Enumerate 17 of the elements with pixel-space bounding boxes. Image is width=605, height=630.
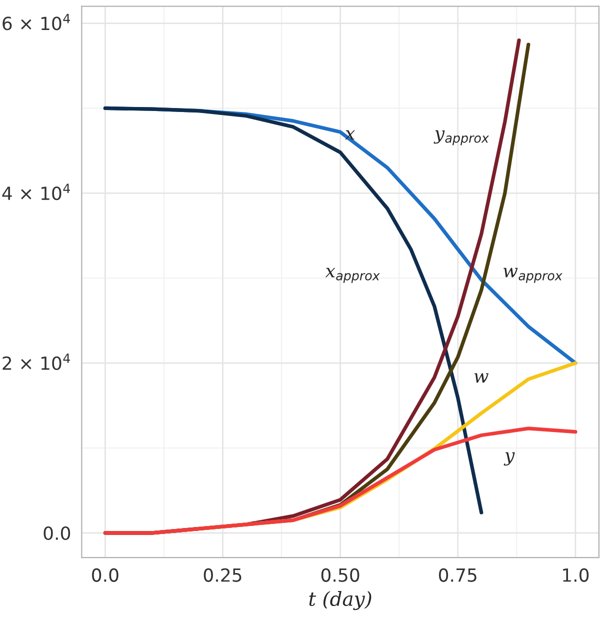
series-label: x$_{approx}$ [325,268,380,283]
y-tick-label: 2 × 10$^{4}$ [2,354,70,370]
y-tick-label: 4 × 10$^{4}$ [2,184,70,200]
series-label: y$_{approx}$ [434,130,490,146]
line-series [103,426,578,535]
x-tick-label: 0.25 [204,568,242,582]
x-tick-label: 0.0 [92,568,118,582]
x-tick-label: 0.50 [321,568,360,582]
series-label: y [504,452,515,466]
series-label: w$_{approx}$ [504,268,562,283]
y-tick-label: 6 × 10$^{4}$ [2,14,70,30]
x-tick-label: 1.0 [563,568,589,582]
x-tick-label: 0.75 [438,568,476,582]
series-label: x [345,130,355,140]
x-axis-title: t (day) [309,590,372,610]
series-label: w [474,373,488,383]
y-tick-label: 0.0 [44,526,70,540]
